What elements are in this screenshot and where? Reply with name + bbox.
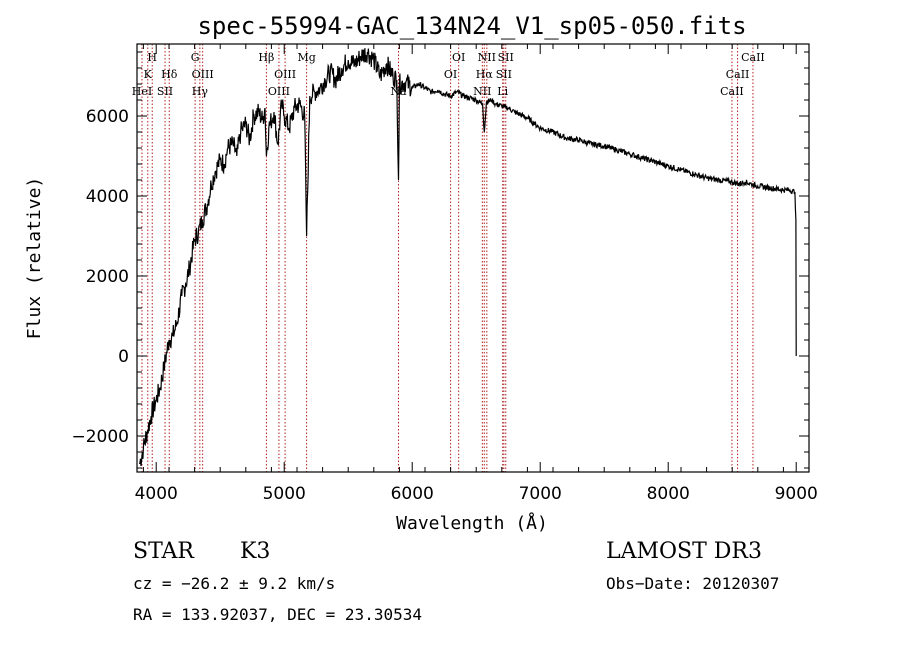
line-marker-label: K [144, 68, 153, 81]
line-marker-label: OI [444, 68, 457, 81]
line-marker-label: Li [497, 85, 508, 98]
line-marker-label: Hγ [192, 85, 209, 98]
x-tick-label: 5000 [263, 484, 306, 504]
line-marker-label: SII [157, 85, 173, 98]
subclass: K3 [240, 539, 270, 564]
line-marker-label: H [147, 51, 157, 64]
y-tick-label: −2000 [71, 427, 129, 447]
x-tick-label: 7000 [519, 484, 562, 504]
y-tick-label: 4000 [86, 187, 129, 207]
line-marker-label: NII [473, 85, 491, 98]
line-marker-label: SII [498, 51, 514, 64]
line-marker-label: CaII [741, 51, 765, 64]
spectrum-series-line [139, 48, 797, 467]
x-tick-label: 4000 [135, 484, 178, 504]
x-tick-label: 8000 [647, 484, 690, 504]
y-tick-label: 0 [118, 347, 129, 367]
coordinates: RA = 133.92037, DEC = 23.30534 [133, 605, 422, 624]
x-axis-label: Wavelength (Å) [396, 512, 548, 534]
redshift-cz: cz = −26.2 ± 9.2 km/s [133, 574, 335, 593]
line-marker-label: CaII [720, 85, 744, 98]
line-marker-label: G [191, 51, 200, 64]
line-marker-label: OIII [274, 68, 296, 81]
survey-name: LAMOST DR3 [606, 539, 762, 564]
observation-date: Obs−Date: 20120307 [606, 574, 779, 593]
object-class: STAR [133, 539, 195, 564]
line-marker-label: OIII [268, 85, 290, 98]
line-markers [141, 44, 754, 472]
line-marker-label: OI [452, 51, 465, 64]
plot-frame [136, 43, 810, 473]
line-marker-label: Hδ [161, 68, 178, 81]
x-tick-label: 9000 [775, 484, 818, 504]
y-tick-label: 2000 [86, 267, 129, 287]
line-marker-label: Hβ [258, 51, 274, 64]
x-tick-label: 6000 [391, 484, 434, 504]
line-marker-label: SII [496, 68, 512, 81]
line-marker-label: NII [478, 51, 496, 64]
line-marker-label: Hα [476, 68, 494, 81]
y-tick-label: 6000 [86, 107, 129, 127]
line-marker-label: HeI [132, 85, 152, 98]
line-marker-label: CaII [726, 68, 750, 81]
axis-ticks: 4000 5000 6000 7000 8000 9000 −2000 0 2000 4000 60… [71, 44, 818, 504]
line-marker-label: OIII [192, 68, 214, 81]
y-axis-label: Flux (relative) [24, 177, 45, 340]
chart-title: spec-55994-GAC_134N24_V1_sp05-050.fits [197, 12, 746, 40]
line-marker-label: Mg [297, 51, 315, 64]
